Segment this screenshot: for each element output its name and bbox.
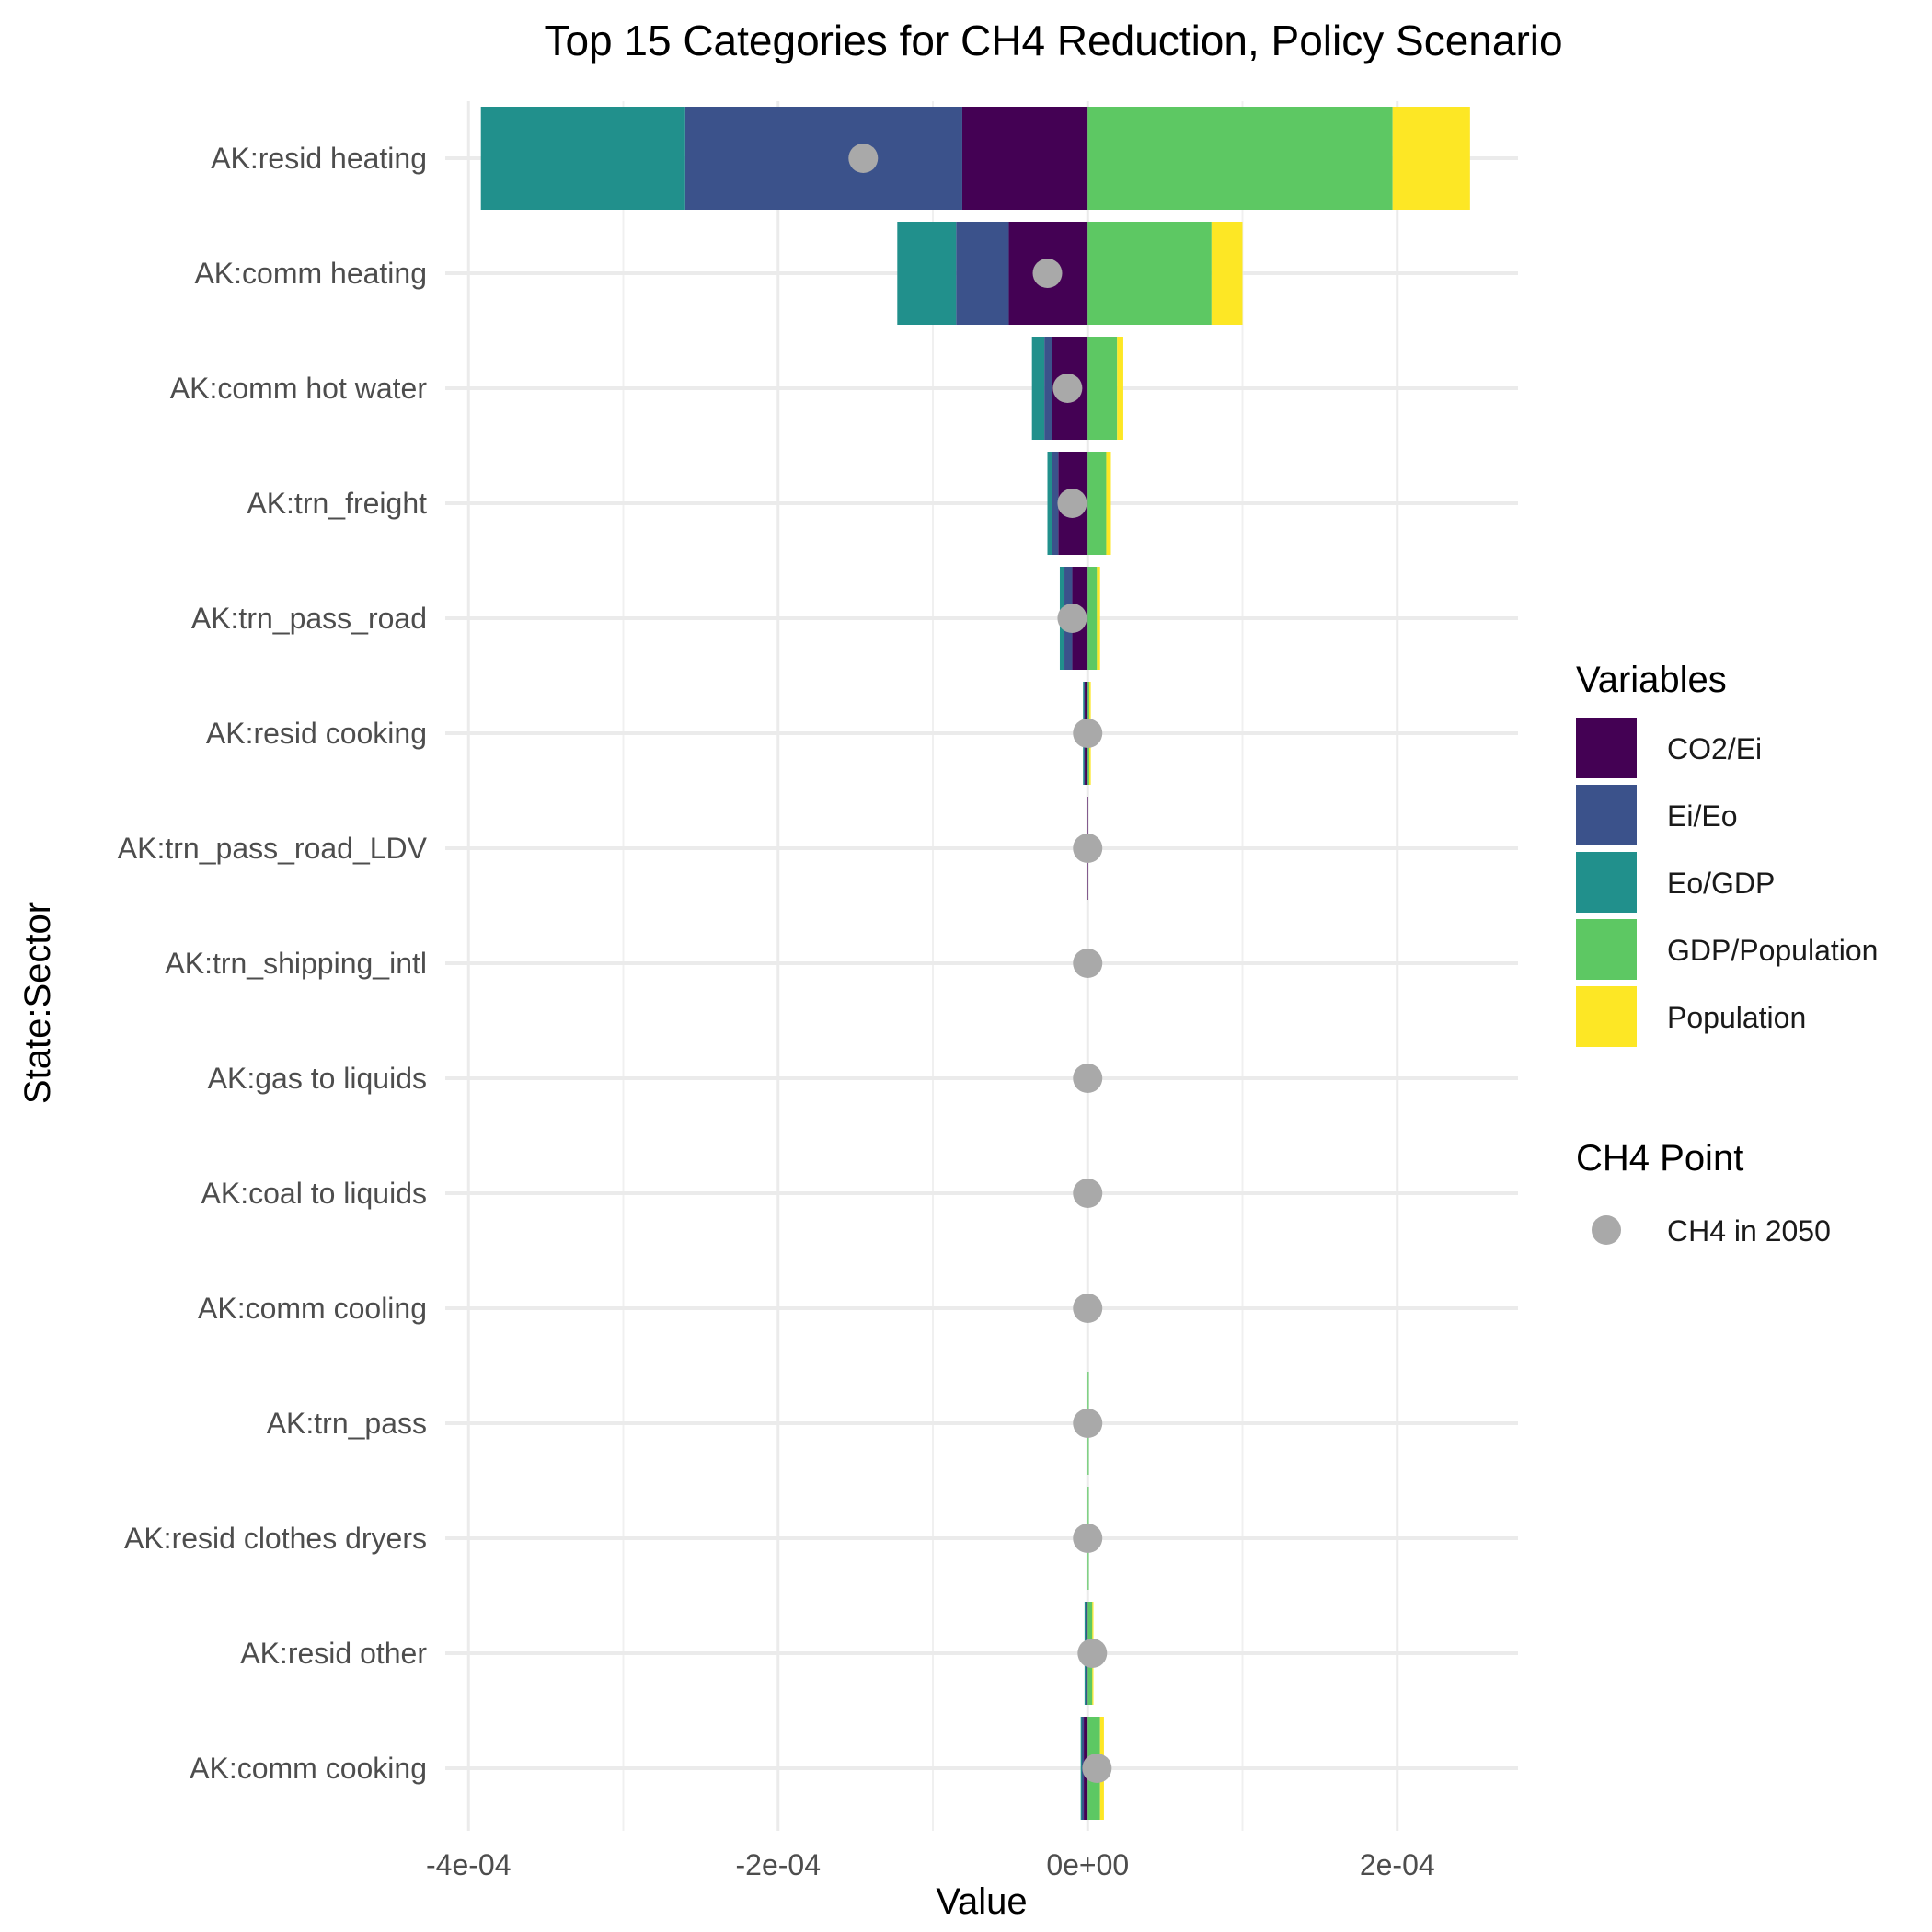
legend-label: GDP/Population (1667, 934, 1878, 967)
bar-segment (1211, 222, 1243, 325)
bar-segment (1080, 1717, 1082, 1820)
y-tick-label: AK:resid other (240, 1637, 427, 1670)
bar-segment (1087, 452, 1107, 555)
points-layer (848, 144, 1112, 1783)
legend-swatch (1576, 852, 1637, 913)
legend-point-title: CH4 Point (1576, 1138, 1743, 1179)
bar-segment (1047, 452, 1052, 555)
y-tick-label: AK:trn_pass_road (191, 602, 427, 635)
y-tick-label: AK:trn_pass (267, 1407, 427, 1440)
y-tick-label: AK:comm cooling (198, 1292, 427, 1325)
bar-segment (1087, 337, 1118, 440)
legend-point: CH4 Point CH4 in 2050 (1576, 1138, 1831, 1248)
legend-label: CH4 in 2050 (1667, 1214, 1831, 1248)
ch4-point (1032, 259, 1063, 288)
y-tick-label: AK:comm hot water (170, 372, 428, 405)
y-tick-label: AK:trn_pass_road_LDV (118, 832, 428, 865)
ch4-point (1073, 949, 1103, 978)
x-axis-title: Value (936, 1881, 1027, 1922)
y-tick-label: AK:comm cooking (190, 1752, 427, 1785)
bar-segment (1044, 337, 1052, 440)
legend-label: Eo/GDP (1667, 867, 1775, 900)
ch4-point (1057, 489, 1087, 518)
legend-swatch (1576, 986, 1637, 1047)
legend-swatch (1576, 718, 1637, 778)
ch4-point (1073, 1064, 1103, 1093)
ch4-point (1052, 374, 1083, 403)
bar-segment (897, 222, 957, 325)
ch4-point (848, 144, 879, 173)
grid-layer (445, 101, 1518, 1831)
y-tick-label: AK:coal to liquids (201, 1177, 427, 1210)
legend-point-marker (1592, 1215, 1621, 1245)
legend-variables-title: Variables (1576, 660, 1727, 700)
ch4-point (1073, 1294, 1103, 1323)
y-tick-label: AK:trn_freight (247, 487, 427, 520)
y-tick-label: AK:resid heating (211, 142, 427, 175)
bar-segment (1392, 107, 1470, 210)
ch4-point (1073, 1179, 1103, 1208)
legend-variables-items: CO2/Ei Ei/Eo Eo/GDP GDP/Population Populatio… (1576, 718, 1878, 1047)
legend-variables: Variables CO2/Ei Ei/Eo Eo/GDP GDP/Populatio… (1576, 660, 1878, 1047)
bar-segment (956, 222, 1009, 325)
x-tick-labels: -4e-04 -2e-04 0e+00 2e-04 (426, 1848, 1435, 1881)
y-axis-title: State:Sector (17, 902, 58, 1104)
ch4-point (1073, 834, 1103, 863)
bar-segment (1117, 337, 1123, 440)
bar-segment (1052, 452, 1059, 555)
ch4-point (1057, 604, 1087, 633)
bar-segment (1087, 567, 1098, 670)
bar-segment (1087, 107, 1393, 210)
legend-label: Ei/Eo (1667, 799, 1737, 833)
ch4-point (1077, 1639, 1108, 1668)
chart-title: Top 15 Categories for CH4 Reduction, Pol… (544, 17, 1562, 64)
bar-segment (1106, 452, 1111, 555)
bar-segment (1087, 222, 1212, 325)
y-tick-label: AK:resid clothes dryers (124, 1522, 427, 1555)
legend-swatch (1576, 919, 1637, 980)
bar-segment (1097, 567, 1100, 670)
legend-label: Population (1667, 1001, 1806, 1034)
y-tick-label: AK:gas to liquids (208, 1062, 427, 1095)
bar-segment (480, 107, 685, 210)
bar-segment (684, 107, 962, 210)
y-tick-labels: AK:resid heating AK:comm heating AK:comm h… (118, 142, 428, 1785)
ch4-point (1073, 719, 1103, 748)
bar-segment (961, 107, 1088, 210)
x-tick-label: 0e+00 (1046, 1848, 1129, 1881)
legend-swatch (1576, 785, 1637, 845)
ch4-point (1073, 1524, 1103, 1553)
x-tick-label: 2e-04 (1360, 1848, 1435, 1881)
x-tick-label: -2e-04 (735, 1848, 821, 1881)
ch4-point (1073, 1409, 1103, 1438)
legend-point-items: CH4 in 2050 (1592, 1214, 1831, 1248)
y-tick-label: AK:trn_shipping_intl (165, 947, 427, 980)
ch4-point (1082, 1754, 1112, 1783)
x-tick-label: -4e-04 (426, 1848, 512, 1881)
legend-label: CO2/Ei (1667, 732, 1762, 765)
y-tick-label: AK:resid cooking (206, 717, 427, 750)
bar-segment (1031, 337, 1045, 440)
y-tick-label: AK:comm heating (194, 257, 427, 290)
